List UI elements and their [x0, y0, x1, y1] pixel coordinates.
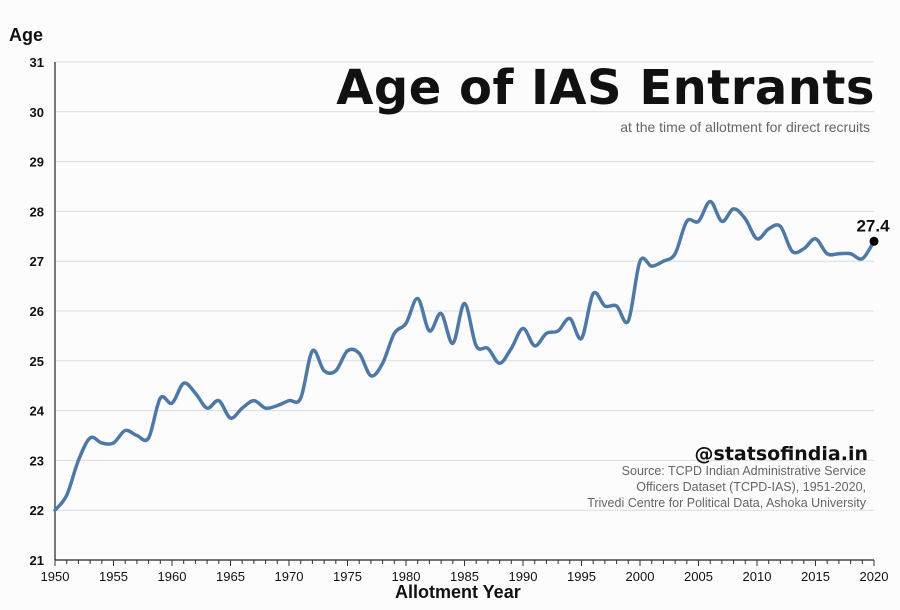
y-tick-label: 23	[30, 453, 44, 468]
axes: 21 22 23 24 25 26 27 28 29 30 31 1950 1955 1960 1965 19…	[30, 55, 889, 584]
gridlines	[55, 61, 874, 561]
brand-handle: @statsofindia.in	[694, 443, 868, 465]
endpoint-value-label: 27.4	[856, 216, 890, 235]
chart-subtitle: at the time of allotment for direct recr…	[620, 119, 870, 135]
x-tick-label: 1960	[158, 569, 187, 584]
x-tick-label: 1965	[216, 569, 245, 584]
x-axis-label: Allotment Year	[395, 582, 521, 602]
x-tick-label: 2020	[860, 569, 889, 584]
source-line: Source: TCPD Indian Administrative Servi…	[621, 464, 866, 478]
series-layer	[53, 199, 876, 512]
y-tick-label: 28	[30, 204, 44, 219]
y-tick-label: 24	[30, 404, 45, 419]
x-tick-label: 2000	[626, 569, 655, 584]
y-tick-label: 27	[30, 254, 44, 269]
x-tick-label: 1955	[99, 569, 128, 584]
x-tick-label: 1990	[509, 569, 538, 584]
endpoint-marker	[869, 236, 879, 246]
x-tick-label: 1995	[567, 569, 596, 584]
x-tick-label: 2005	[684, 569, 713, 584]
y-tick-label: 26	[30, 304, 44, 319]
x-tick-label: 1950	[41, 569, 70, 584]
y-axis-label: Age	[9, 25, 44, 45]
source-note: Source: TCPD Indian Administrative Servi…	[587, 463, 866, 511]
source-line: Officers Dataset (TCPD-IAS), 1951-2020,	[636, 480, 866, 494]
x-tick-label: 1985	[450, 569, 479, 584]
x-tick-label: 1980	[392, 569, 421, 584]
chart-title: Age of IAS Entrants	[336, 60, 875, 116]
x-tick-label: 2015	[801, 569, 830, 584]
annotation-layer: 27.4	[856, 216, 890, 246]
y-tick-label: 22	[30, 503, 44, 518]
y-tick-label: 29	[30, 155, 44, 170]
x-tick-label: 2010	[743, 569, 772, 584]
x-tick-label: 1975	[333, 569, 362, 584]
y-tick-label: 30	[30, 105, 44, 120]
x-tick-label: 1970	[275, 569, 304, 584]
y-tick-label: 25	[30, 354, 44, 369]
y-tick-label: 31	[30, 55, 44, 70]
source-line: Trivedi Centre for Political Data, Ashok…	[587, 496, 866, 510]
y-tick-label: 21	[30, 553, 44, 568]
